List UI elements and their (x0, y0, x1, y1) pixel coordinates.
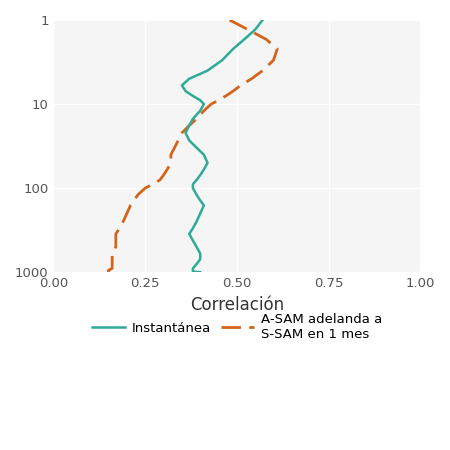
Instantánea (194, 270, 199, 275)
A-SAM adelanda a
S-SAM en 1 mes (113, 244, 118, 250)
Instantánea (201, 167, 207, 172)
Instantánea (220, 58, 225, 63)
Instantánea (183, 88, 188, 94)
A-SAM adelanda a
S-SAM en 1 mes (238, 83, 243, 88)
A-SAM adelanda a
S-SAM en 1 mes (157, 177, 162, 183)
Instantánea (230, 46, 236, 51)
Instantánea (198, 251, 203, 256)
A-SAM adelanda a
S-SAM en 1 mes (131, 198, 137, 203)
A-SAM adelanda a
S-SAM en 1 mes (216, 98, 221, 103)
Line: Instantánea: Instantánea (182, 20, 263, 272)
A-SAM adelanda a
S-SAM en 1 mes (109, 256, 115, 262)
A-SAM adelanda a
S-SAM en 1 mes (106, 270, 111, 275)
A-SAM adelanda a
S-SAM en 1 mes (106, 269, 111, 274)
Instantánea (201, 101, 207, 107)
Instantánea (190, 93, 196, 99)
Instantánea (190, 185, 196, 191)
A-SAM adelanda a
S-SAM en 1 mes (208, 101, 214, 107)
Line: A-SAM adelanda a
S-SAM en 1 mes: A-SAM adelanda a S-SAM en 1 mes (108, 20, 277, 272)
A-SAM adelanda a
S-SAM en 1 mes (161, 172, 166, 178)
A-SAM adelanda a
S-SAM en 1 mes (186, 123, 192, 128)
Instantánea (198, 108, 203, 113)
A-SAM adelanda a
S-SAM en 1 mes (117, 225, 122, 231)
A-SAM adelanda a
S-SAM en 1 mes (150, 182, 155, 187)
A-SAM adelanda a
S-SAM en 1 mes (109, 261, 115, 267)
A-SAM adelanda a
S-SAM en 1 mes (194, 116, 199, 122)
Instantánea (186, 76, 192, 81)
A-SAM adelanda a
S-SAM en 1 mes (106, 270, 111, 275)
Instantánea (198, 211, 203, 216)
A-SAM adelanda a
S-SAM en 1 mes (201, 108, 207, 113)
A-SAM adelanda a
S-SAM en 1 mes (223, 93, 229, 99)
Instantánea (190, 116, 196, 122)
A-SAM adelanda a
S-SAM en 1 mes (128, 202, 133, 208)
Instantánea (201, 152, 207, 158)
Instantánea (242, 36, 247, 42)
Instantánea (186, 138, 192, 143)
Instantánea (190, 225, 196, 231)
A-SAM adelanda a
S-SAM en 1 mes (113, 231, 118, 237)
Instantánea (194, 219, 199, 224)
A-SAM adelanda a
S-SAM en 1 mes (109, 251, 115, 256)
A-SAM adelanda a
S-SAM en 1 mes (179, 130, 184, 135)
A-SAM adelanda a
S-SAM en 1 mes (274, 46, 280, 51)
A-SAM adelanda a
S-SAM en 1 mes (260, 68, 265, 73)
A-SAM adelanda a
S-SAM en 1 mes (109, 266, 115, 271)
Instantánea (190, 268, 196, 273)
Instantánea (190, 182, 196, 187)
Instantánea (260, 17, 265, 22)
Instantánea (183, 130, 188, 135)
A-SAM adelanda a
S-SAM en 1 mes (135, 192, 140, 198)
Legend: Instantánea, A-SAM adelanda a
S-SAM en 1 mes: Instantánea, A-SAM adelanda a S-SAM en 1… (86, 308, 387, 346)
A-SAM adelanda a
S-SAM en 1 mes (121, 219, 126, 224)
A-SAM adelanda a
S-SAM en 1 mes (106, 268, 111, 273)
Instantánea (252, 27, 258, 32)
Instantánea (201, 202, 207, 208)
Instantánea (198, 172, 203, 178)
Instantánea (198, 270, 203, 275)
A-SAM adelanda a
S-SAM en 1 mes (124, 211, 130, 216)
Instantánea (205, 160, 210, 166)
Instantánea (186, 231, 192, 237)
Instantánea (194, 145, 199, 150)
Instantánea (194, 261, 199, 267)
Instantánea (190, 269, 196, 274)
Instantánea (198, 256, 203, 262)
Instantánea (190, 238, 196, 243)
Instantánea (194, 177, 199, 183)
X-axis label: Correlación: Correlación (190, 296, 284, 314)
Instantánea (194, 192, 199, 198)
A-SAM adelanda a
S-SAM en 1 mes (168, 152, 174, 158)
A-SAM adelanda a
S-SAM en 1 mes (230, 88, 236, 94)
A-SAM adelanda a
S-SAM en 1 mes (113, 238, 118, 243)
A-SAM adelanda a
S-SAM en 1 mes (172, 145, 177, 150)
Instantánea (194, 244, 199, 250)
A-SAM adelanda a
S-SAM en 1 mes (245, 27, 251, 32)
Instantánea (179, 83, 184, 88)
A-SAM adelanda a
S-SAM en 1 mes (264, 36, 269, 42)
A-SAM adelanda a
S-SAM en 1 mes (168, 160, 174, 166)
A-SAM adelanda a
S-SAM en 1 mes (249, 76, 254, 81)
Instantánea (190, 266, 196, 271)
A-SAM adelanda a
S-SAM en 1 mes (271, 58, 276, 63)
A-SAM adelanda a
S-SAM en 1 mes (176, 138, 181, 143)
A-SAM adelanda a
S-SAM en 1 mes (227, 17, 232, 22)
Instantánea (198, 198, 203, 203)
Instantánea (198, 98, 203, 103)
A-SAM adelanda a
S-SAM en 1 mes (143, 185, 148, 191)
Instantánea (205, 68, 210, 73)
Instantánea (186, 123, 192, 128)
A-SAM adelanda a
S-SAM en 1 mes (165, 167, 170, 172)
